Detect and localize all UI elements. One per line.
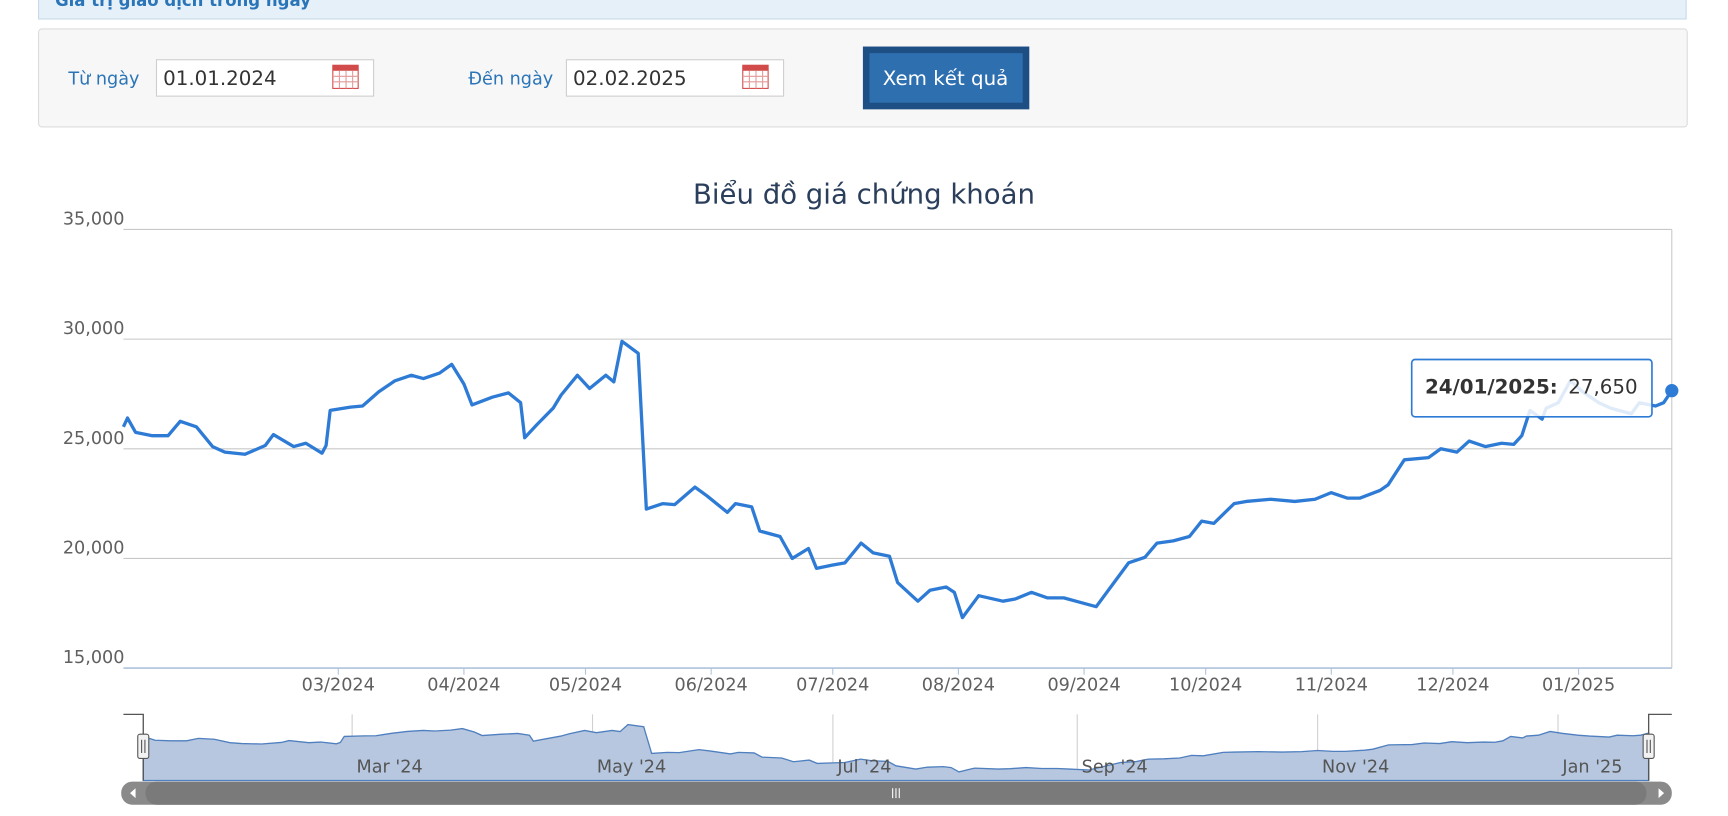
navigator-area (142, 723, 1650, 782)
y-tick-label: 35,000 (63, 210, 125, 230)
submit-button-inner (869, 53, 1023, 103)
x-tick-label: 06/2024 (675, 676, 748, 696)
x-tick-label: 01/2025 (1542, 676, 1615, 696)
section-header (38, 0, 1687, 20)
x-tick-label: 12/2024 (1416, 676, 1489, 696)
x-tick-label: 11/2024 (1295, 676, 1368, 696)
x-tick-label: 08/2024 (922, 676, 995, 696)
x-tick-label: 05/2024 (549, 676, 622, 696)
x-tick-label: 09/2024 (1047, 676, 1120, 696)
navigator-label: Nov '24 (1322, 757, 1389, 777)
navigator-handle[interactable] (137, 733, 150, 759)
handle-grip (1646, 739, 1651, 753)
chart-title: Biểu đồ giá chứng khoán (693, 178, 1035, 210)
y-tick-label: 30,000 (63, 319, 125, 339)
calendar-icon[interactable] (332, 64, 359, 89)
to-label: Đến ngày (468, 69, 553, 90)
hover-marker (1665, 384, 1679, 398)
from-label: Từ ngày (67, 70, 139, 90)
x-tick-label: 07/2024 (796, 676, 869, 696)
navigator-label: Jul '24 (836, 757, 891, 777)
tooltip-box (1410, 358, 1653, 418)
submit-label: Xem kết quả (883, 67, 1009, 90)
to-value: 02.02.2025 (573, 67, 687, 90)
calendar-icon[interactable] (742, 64, 769, 89)
x-tick-label: 04/2024 (427, 676, 500, 696)
tooltip-title: 24/01/2025: (1425, 376, 1558, 399)
handle-grip (141, 739, 146, 753)
x-tick-label: 03/2024 (302, 676, 375, 696)
navigator-label: Mar '24 (357, 757, 423, 777)
navigator-handle[interactable] (1642, 733, 1655, 759)
navigator-label: Jan '25 (1561, 757, 1622, 777)
scroll-right-arrow[interactable] (1658, 788, 1665, 799)
y-tick-label: 25,000 (63, 429, 125, 449)
thumb-grip (892, 788, 900, 799)
navigator-label: May '24 (597, 757, 666, 777)
y-tick-label: 15,000 (63, 648, 125, 668)
price-line (121, 339, 1674, 620)
tooltip-value: 27,650 (1568, 376, 1637, 399)
x-tick-label: 10/2024 (1169, 676, 1242, 696)
y-tick-label: 20,000 (63, 539, 125, 559)
scroll-left-arrow[interactable] (130, 788, 136, 799)
section-title: Giá trị giao dịch trong ngày (55, 0, 311, 10)
navigator-label: Sep '24 (1082, 757, 1148, 777)
from-value: 01.01.2024 (163, 67, 277, 90)
